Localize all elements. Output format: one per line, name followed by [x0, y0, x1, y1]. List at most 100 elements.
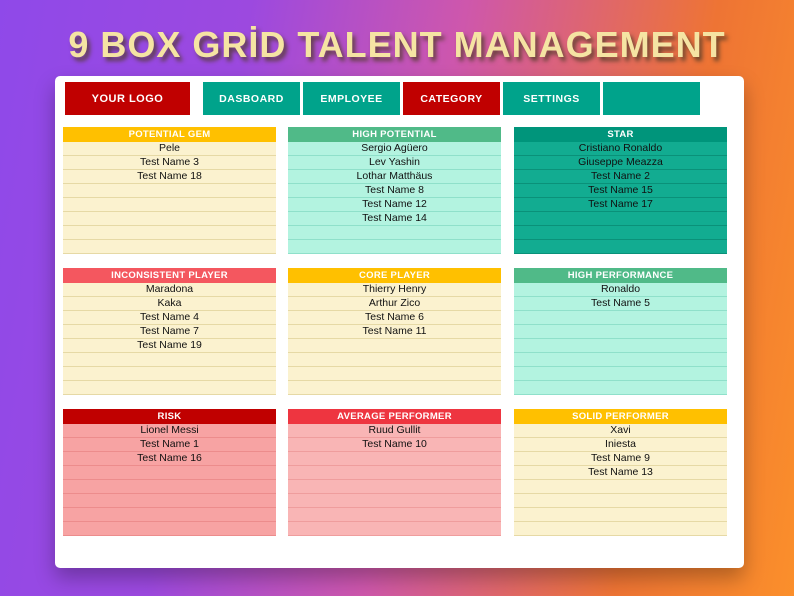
player-cell[interactable]: Giuseppe Meazza	[514, 156, 727, 170]
nav-tab-dasboard[interactable]: DASBOARD	[203, 82, 300, 115]
player-cell[interactable]: Test Name 11	[288, 325, 501, 339]
empty-cell[interactable]	[514, 339, 727, 353]
player-cell[interactable]: Test Name 15	[514, 184, 727, 198]
empty-cell[interactable]	[63, 184, 276, 198]
player-cell[interactable]: Lev Yashin	[288, 156, 501, 170]
empty-cell[interactable]	[288, 494, 501, 508]
grid-box-solid-performer: SOLID PERFORMER Xavi Iniesta Test Name 9 Te…	[514, 409, 727, 536]
empty-cell[interactable]	[288, 480, 501, 494]
player-cell[interactable]: Test Name 12	[288, 198, 501, 212]
empty-cell[interactable]	[63, 212, 276, 226]
empty-cell[interactable]	[63, 226, 276, 240]
empty-cell[interactable]	[63, 480, 276, 494]
player-cell[interactable]: Test Name 7	[63, 325, 276, 339]
player-cell[interactable]: Thierry Henry	[288, 283, 501, 297]
empty-cell[interactable]	[63, 367, 276, 381]
player-cell[interactable]: Test Name 8	[288, 184, 501, 198]
player-cell[interactable]: Test Name 5	[514, 297, 727, 311]
empty-cell[interactable]	[514, 212, 727, 226]
player-cell[interactable]: Test Name 14	[288, 212, 501, 226]
player-cell[interactable]: Test Name 2	[514, 170, 727, 184]
empty-cell[interactable]	[63, 508, 276, 522]
empty-cell[interactable]	[288, 367, 501, 381]
player-cell[interactable]: Ruud Gullit	[288, 424, 501, 438]
box-header-average-performer: AVERAGE PERFORMER	[288, 409, 501, 424]
box-body-high-performance: Ronaldo Test Name 5	[514, 283, 727, 395]
player-cell[interactable]: Iniesta	[514, 438, 727, 452]
empty-cell[interactable]	[288, 452, 501, 466]
grid-box-core-player: CORE PLAYER Thierry Henry Arthur Zico Test…	[288, 268, 501, 395]
player-cell[interactable]: Test Name 9	[514, 452, 727, 466]
empty-cell[interactable]	[514, 226, 727, 240]
empty-cell[interactable]	[63, 198, 276, 212]
empty-cell[interactable]	[288, 339, 501, 353]
nav-tab-category[interactable]: CATEGORY	[403, 82, 500, 115]
box-header-inconsistent-player: INCONSISTENT PLAYER	[63, 268, 276, 283]
player-cell[interactable]: Kaka	[63, 297, 276, 311]
empty-cell[interactable]	[288, 381, 501, 395]
box-header-high-performance: HIGH PERFORMANCE	[514, 268, 727, 283]
empty-cell[interactable]	[63, 381, 276, 395]
player-cell[interactable]: Sergio Agüero	[288, 142, 501, 156]
logo-button[interactable]: YOUR LOGO	[65, 82, 190, 115]
empty-cell[interactable]	[514, 353, 727, 367]
player-cell[interactable]: Test Name 16	[63, 452, 276, 466]
nav-tab-settings[interactable]: SETTINGS	[503, 82, 600, 115]
page-title: 9 BOX GRİD TALENT MANAGEMENT	[68, 24, 726, 65]
player-cell[interactable]: Test Name 18	[63, 170, 276, 184]
grid-box-high-potential: HIGH POTENTIAL Sergio Agüero Lev Yashin Lo…	[288, 127, 501, 254]
empty-cell[interactable]	[288, 226, 501, 240]
nav-tab-employee[interactable]: EMPLOYEE	[303, 82, 400, 115]
player-cell[interactable]: Ronaldo	[514, 283, 727, 297]
empty-cell[interactable]	[514, 508, 727, 522]
empty-cell[interactable]	[288, 353, 501, 367]
empty-cell[interactable]	[63, 240, 276, 254]
empty-cell[interactable]	[514, 240, 727, 254]
player-cell[interactable]: Test Name 1	[63, 438, 276, 452]
player-cell[interactable]: Test Name 19	[63, 339, 276, 353]
player-cell[interactable]: Test Name 4	[63, 311, 276, 325]
grid-box-risk: RISK Lionel Messi Test Name 1 Test Name 16	[63, 409, 276, 536]
player-cell[interactable]: Lionel Messi	[63, 424, 276, 438]
box-header-core-player: CORE PLAYER	[288, 268, 501, 283]
nav-tab-blank	[603, 82, 700, 115]
player-cell[interactable]: Test Name 3	[63, 156, 276, 170]
empty-cell[interactable]	[514, 522, 727, 536]
box-header-potential-gem: POTENTIAL GEM	[63, 127, 276, 142]
empty-cell[interactable]	[288, 522, 501, 536]
player-cell[interactable]: Test Name 13	[514, 466, 727, 480]
empty-cell[interactable]	[514, 325, 727, 339]
player-cell[interactable]: Test Name 17	[514, 198, 727, 212]
player-cell[interactable]: Test Name 6	[288, 311, 501, 325]
box-header-risk: RISK	[63, 409, 276, 424]
empty-cell[interactable]	[63, 494, 276, 508]
empty-cell[interactable]	[63, 522, 276, 536]
empty-cell[interactable]	[514, 311, 727, 325]
box-header-high-potential: HIGH POTENTIAL	[288, 127, 501, 142]
empty-cell[interactable]	[514, 494, 727, 508]
empty-cell[interactable]	[63, 466, 276, 480]
player-cell[interactable]: Lothar Matthäus	[288, 170, 501, 184]
grid-box-inconsistent-player: INCONSISTENT PLAYER Maradona Kaka Test Nam…	[63, 268, 276, 395]
empty-cell[interactable]	[288, 508, 501, 522]
player-cell[interactable]: Maradona	[63, 283, 276, 297]
empty-cell[interactable]	[514, 367, 727, 381]
player-cell[interactable]: Cristiano Ronaldo	[514, 142, 727, 156]
box-header-solid-performer: SOLID PERFORMER	[514, 409, 727, 424]
empty-cell[interactable]	[514, 381, 727, 395]
box-body-risk: Lionel Messi Test Name 1 Test Name 16	[63, 424, 276, 536]
nav-bar: YOUR LOGO DASBOARD EMPLOYEE CATEGORY SET…	[65, 82, 700, 115]
empty-cell[interactable]	[288, 466, 501, 480]
nav-tabs: DASBOARD EMPLOYEE CATEGORY SETTINGS	[203, 82, 700, 115]
empty-cell[interactable]	[288, 240, 501, 254]
grid-box-high-performance: HIGH PERFORMANCE Ronaldo Test Name 5	[514, 268, 727, 395]
grid-box-average-performer: AVERAGE PERFORMER Ruud Gullit Test Name 1…	[288, 409, 501, 536]
player-cell[interactable]: Xavi	[514, 424, 727, 438]
player-cell[interactable]: Pele	[63, 142, 276, 156]
box-header-star: STAR	[514, 127, 727, 142]
player-cell[interactable]: Test Name 10	[288, 438, 501, 452]
empty-cell[interactable]	[514, 480, 727, 494]
player-cell[interactable]: Arthur Zico	[288, 297, 501, 311]
empty-cell[interactable]	[63, 353, 276, 367]
